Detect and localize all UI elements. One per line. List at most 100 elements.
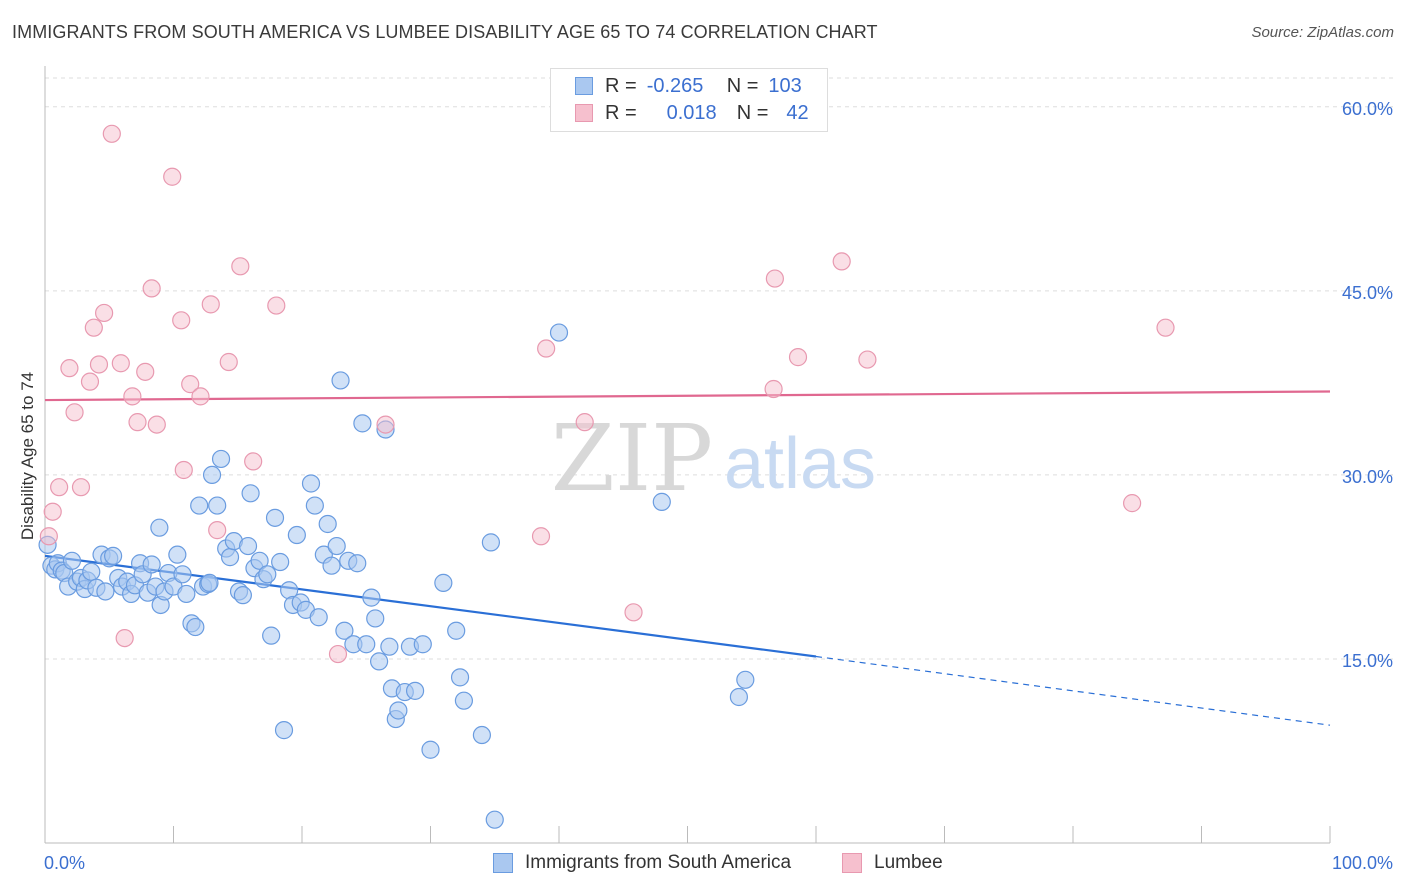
point-immigrants [168,545,187,564]
point-lumbee [832,252,851,271]
point-lumbee [142,279,161,298]
point-immigrants [104,546,123,565]
legend-n-label: N = [736,101,769,124]
point-immigrants [405,681,425,700]
trend-line-lumbee [44,390,1331,402]
point-immigrants [82,562,101,581]
point-lumbee [181,375,200,394]
point-immigrants [485,810,504,829]
point-lumbee [244,452,263,471]
point-immigrants [450,668,470,687]
point-immigrants [736,670,755,689]
legend-r-value: 0.018 [666,101,717,124]
point-lumbee [95,303,114,323]
x-tick-label: 100.0% [1332,853,1393,873]
point-lumbee [201,295,220,314]
point-immigrants [238,536,258,556]
point-lumbee [267,296,286,315]
point-lumbee [43,502,62,521]
point-immigrants [472,725,491,745]
point-lumbee [147,415,166,434]
legend-row-immigrants: R = -0.265 N = 103 [575,73,802,99]
point-immigrants [447,621,466,640]
point-lumbee [65,403,84,422]
point-lumbee [60,359,79,378]
y-tick-label: 15.0% [1342,651,1393,671]
point-lumbee [115,628,134,648]
point-immigrants [250,551,269,570]
point-lumbee [191,387,210,406]
point-immigrants [262,626,281,645]
point-lumbee [537,339,556,358]
point-immigrants [327,536,346,556]
point-immigrants [331,371,350,390]
point-lumbee [788,348,808,367]
point-immigrants [305,496,324,515]
point-lumbee [231,257,250,276]
series-swatch-pink [842,853,862,873]
point-lumbee [89,355,109,374]
point-lumbee [111,354,130,373]
point-immigrants [287,525,306,545]
point-immigrants [335,621,354,640]
legend-r-label: R = [605,101,637,124]
point-immigrants [208,496,227,515]
point-immigrants [549,323,569,342]
point-immigrants [301,474,321,493]
watermark: ZIP atlas [551,405,876,512]
point-immigrants [434,573,453,592]
point-lumbee [764,379,783,399]
point-immigrants [274,721,294,740]
point-immigrants [186,617,205,637]
point-immigrants [150,518,169,537]
series-lumbee-points [39,124,1175,664]
axes [44,66,1331,844]
point-immigrants [233,586,252,605]
point-immigrants [318,514,337,534]
legend-n-label: N = [726,74,759,97]
point-lumbee [208,521,227,540]
point-immigrants [309,608,328,627]
point-lumbee [1156,318,1175,337]
point-immigrants [190,496,209,515]
point-immigrants [370,652,389,671]
point-immigrants [380,637,399,656]
point-immigrants [200,573,219,592]
y-tick-label: 60.0% [1342,99,1393,119]
point-lumbee [39,527,58,546]
series-legend: Immigrants from South America Lumbee [0,852,1406,878]
point-immigrants [241,484,260,503]
point-lumbee [136,362,155,381]
axis-labels: 15.0% 30.0% 45.0% 60.0% 0.0% 100.0% Disability… [18,99,1393,873]
watermark-zip: ZIP [551,405,713,512]
legend-n-value: 42 [786,101,809,124]
point-immigrants [258,565,277,584]
y-tick-label: 30.0% [1342,467,1393,487]
point-lumbee [84,318,103,337]
point-lumbee [128,413,147,432]
source-credit: Source: ZipAtlas.com [1251,24,1394,41]
legend-swatch-blue [575,77,593,95]
point-lumbee [80,372,100,391]
point-lumbee [163,167,182,186]
trend-line-immigrants-extension [815,655,1331,726]
point-lumbee [575,413,594,432]
point-lumbee [71,478,91,497]
legend-row-lumbee: R = 0.018 N = 42 [575,100,809,126]
legend-swatch-pink [575,104,593,122]
point-lumbee [1123,494,1142,513]
watermark-atlas: atlas [724,424,876,504]
point-lumbee [102,124,121,143]
point-immigrants [96,582,115,601]
point-lumbee [531,527,551,546]
point-lumbee [858,350,877,369]
point-lumbee [376,415,395,434]
series-legend-immigrants: Immigrants from South America [493,852,791,874]
point-lumbee [50,478,69,497]
x-tick-label: 0.0% [44,853,85,873]
point-immigrants [357,635,376,654]
series-swatch-blue [493,853,513,873]
point-immigrants [322,556,341,575]
chart-title: IMMIGRANTS FROM SOUTH AMERICA VS LUMBEE … [12,22,878,42]
